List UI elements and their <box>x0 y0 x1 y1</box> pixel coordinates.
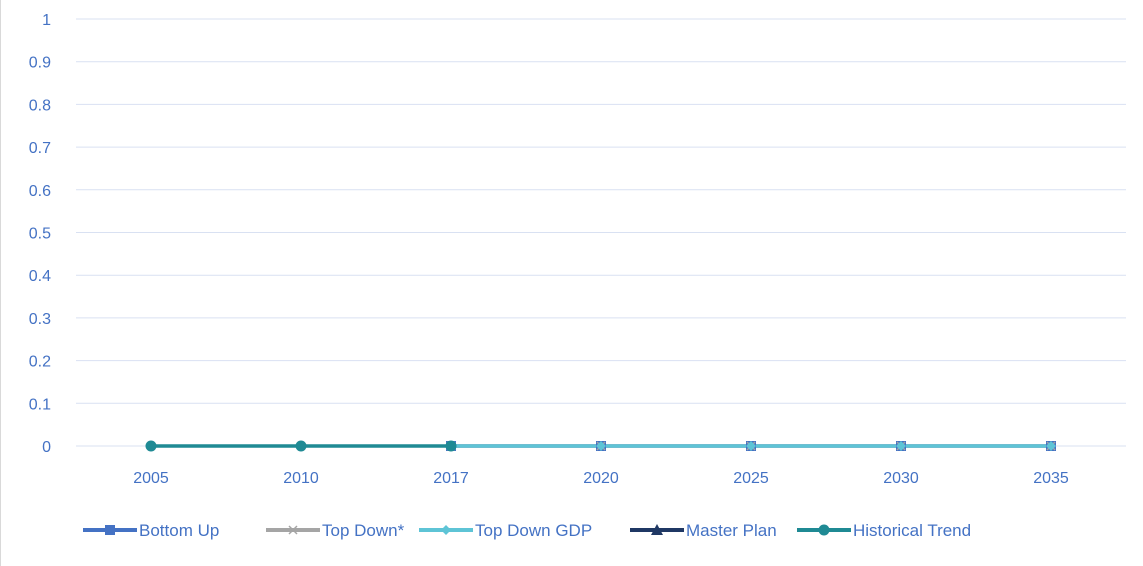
data-point-top-down-gdp <box>896 441 906 451</box>
legend-marker <box>651 524 663 535</box>
y-tick-label: 0.3 <box>29 311 51 328</box>
y-tick-label: 1 <box>42 12 51 29</box>
data-point-top-down-gdp <box>1046 441 1056 451</box>
y-tick-label: 0.2 <box>29 354 51 371</box>
legend-item-master-plan: Master Plan <box>630 521 777 540</box>
legend-label: Historical Trend <box>853 521 971 540</box>
legend-marker <box>818 524 830 536</box>
y-tick-label: 0.9 <box>29 55 51 72</box>
legend-item-bottom-up: Bottom Up <box>83 521 219 540</box>
data-point-top-down-gdp <box>596 441 606 451</box>
x-tick-label: 2035 <box>1033 470 1069 487</box>
data-point-historical-trend <box>145 440 157 452</box>
grid-lines <box>76 18 1126 447</box>
legend-label: Top Down GDP <box>475 521 592 540</box>
data-point-historical-trend <box>445 440 457 452</box>
legend-marker <box>288 525 298 535</box>
y-tick-label: 0.4 <box>29 268 51 285</box>
y-tick-label: 0.8 <box>29 97 51 114</box>
y-tick-label: 0.1 <box>29 396 51 413</box>
x-tick-label: 2030 <box>883 470 919 487</box>
legend-label: Top Down* <box>322 521 405 540</box>
legend-item-top-down-gdp: Top Down GDP <box>419 521 592 540</box>
data-point-historical-trend <box>295 440 307 452</box>
x-tick-label: 2017 <box>433 470 469 487</box>
legend-label: Bottom Up <box>139 521 219 540</box>
legend-marker <box>105 525 115 535</box>
x-tick-label: 2010 <box>283 470 319 487</box>
legend: Bottom Up Top Down* Top Down GDP Master Pla… <box>83 521 971 540</box>
y-tick-label: 0.6 <box>29 183 51 200</box>
x-tick-label: 2025 <box>733 470 769 487</box>
y-tick-label: 0 <box>42 439 51 456</box>
data-point-top-down-gdp <box>746 441 756 451</box>
legend-item-historical-trend: Historical Trend <box>797 521 971 540</box>
y-tick-label: 0.7 <box>29 140 51 157</box>
x-tick-label: 2020 <box>583 470 619 487</box>
x-axis-ticks: 2005 2010 2017 2020 2025 2030 2035 <box>133 470 1069 487</box>
y-axis-ticks: 0 0.1 0.2 0.3 0.4 0.5 0.6 0.7 0.8 0.9 1 <box>29 12 51 456</box>
legend-label: Master Plan <box>686 521 777 540</box>
x-tick-label: 2005 <box>133 470 169 487</box>
legend-item-top-down: Top Down* <box>266 521 405 540</box>
series-markers <box>145 440 1056 452</box>
y-tick-label: 0.5 <box>29 226 51 243</box>
legend-marker <box>441 525 451 535</box>
